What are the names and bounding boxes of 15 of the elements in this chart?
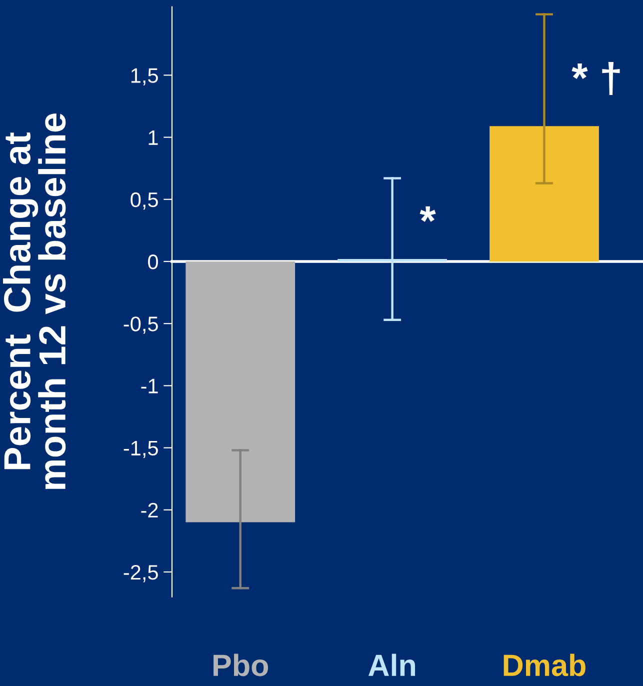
y-tick-label: -0,5 xyxy=(124,316,158,334)
y-tick-label: 1,5 xyxy=(131,68,158,86)
annotation: * xyxy=(420,206,436,222)
y-axis-title: Percent Change at month 12 vs baseline xyxy=(3,113,66,490)
y-tick-label: 0,5 xyxy=(130,192,158,210)
x-tick-label: Dmab xyxy=(504,654,586,676)
x-tick-label: Aln xyxy=(368,654,416,676)
y-tick-label: 0 xyxy=(148,254,158,270)
y-tick-label: -1 xyxy=(141,378,158,394)
annotation: * † xyxy=(572,62,620,95)
y-tick-label: -2,5 xyxy=(124,564,158,582)
y-tick-label: 1 xyxy=(148,130,158,145)
y-tick-label: -2 xyxy=(141,502,158,518)
y-tick-label: -1,5 xyxy=(124,440,158,458)
x-tick-label: Pbo xyxy=(214,654,268,676)
